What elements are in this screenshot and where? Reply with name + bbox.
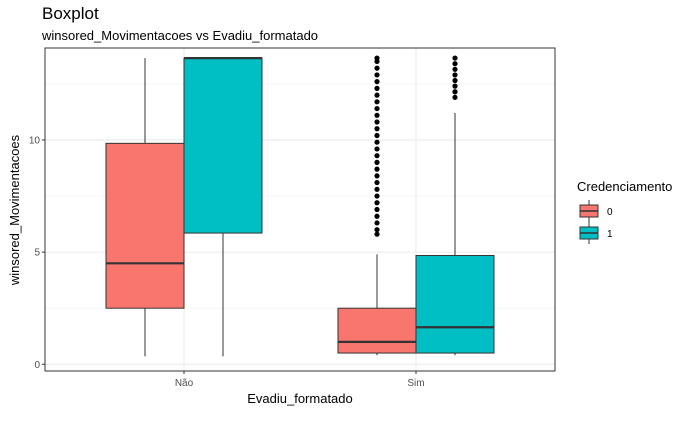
y-tick-label: 0 (34, 360, 40, 371)
box-body (183, 57, 263, 234)
box-1-Não (183, 56, 263, 357)
outlier-point (374, 159, 380, 165)
outlier-point (374, 213, 380, 219)
outlier-point (374, 193, 380, 199)
outlier-point (374, 126, 380, 132)
chart-title: Boxplot (42, 4, 99, 23)
outlier-point (374, 166, 380, 172)
legend: Credenciamento 0 1 (577, 179, 672, 244)
outlier-point (374, 92, 380, 98)
panel-border (44, 47, 556, 372)
outlier-point (374, 186, 380, 192)
outlier-point (374, 99, 380, 105)
x-tick-label: Sim (407, 378, 424, 389)
outlier-point (374, 105, 380, 112)
legend-item: 0 (579, 200, 613, 222)
legend-label: 1 (607, 229, 613, 240)
outlier-point (374, 65, 380, 71)
outlier-point (374, 200, 380, 206)
x-tick-label: Não (175, 378, 194, 389)
box-1-Sim (415, 55, 495, 356)
outlier-point (452, 55, 458, 61)
y-tick-label: 5 (34, 248, 40, 259)
y-axis-title: winsored_Movimentacoes (7, 134, 22, 286)
legend-label: 0 (607, 207, 613, 218)
chart-subtitle: winsored_Movimentacoes vs Evadiu_formata… (42, 28, 319, 43)
outlier-point (374, 72, 380, 78)
boxes-layer (105, 55, 495, 357)
outlier-point (374, 227, 380, 233)
box-body (337, 307, 417, 354)
box-0-Sim (337, 55, 417, 356)
box-0-Não (105, 58, 185, 357)
outlier-point (374, 153, 380, 159)
outlier-point (374, 132, 380, 139)
outlier-point (374, 220, 380, 226)
outlier-point (452, 89, 458, 95)
outlier-point (374, 231, 380, 237)
outlier-point (374, 79, 380, 85)
outlier-point (452, 72, 458, 78)
legend-item: 1 (579, 222, 613, 244)
outlier-point (374, 119, 380, 125)
outlier-point (374, 146, 380, 152)
outlier-point (452, 94, 458, 100)
outlier-point (374, 179, 380, 186)
outlier-point (374, 55, 380, 61)
outlier-point (374, 139, 380, 145)
outlier-point (374, 206, 380, 213)
y-tick-label: 10 (29, 135, 41, 146)
outlier-point (452, 83, 458, 89)
outlier-point (452, 66, 458, 72)
legend-title: Credenciamento (577, 179, 672, 194)
outlier-point (452, 61, 458, 67)
outlier-point (374, 173, 380, 179)
axes-layer: 0 5 10 Não Sim (29, 135, 425, 389)
outlier-point (452, 77, 458, 84)
outlier-point (374, 112, 380, 118)
x-axis-title: Evadiu_formatado (247, 391, 353, 406)
box-body (105, 142, 185, 309)
box-body (415, 254, 495, 354)
outlier-point (374, 85, 380, 91)
